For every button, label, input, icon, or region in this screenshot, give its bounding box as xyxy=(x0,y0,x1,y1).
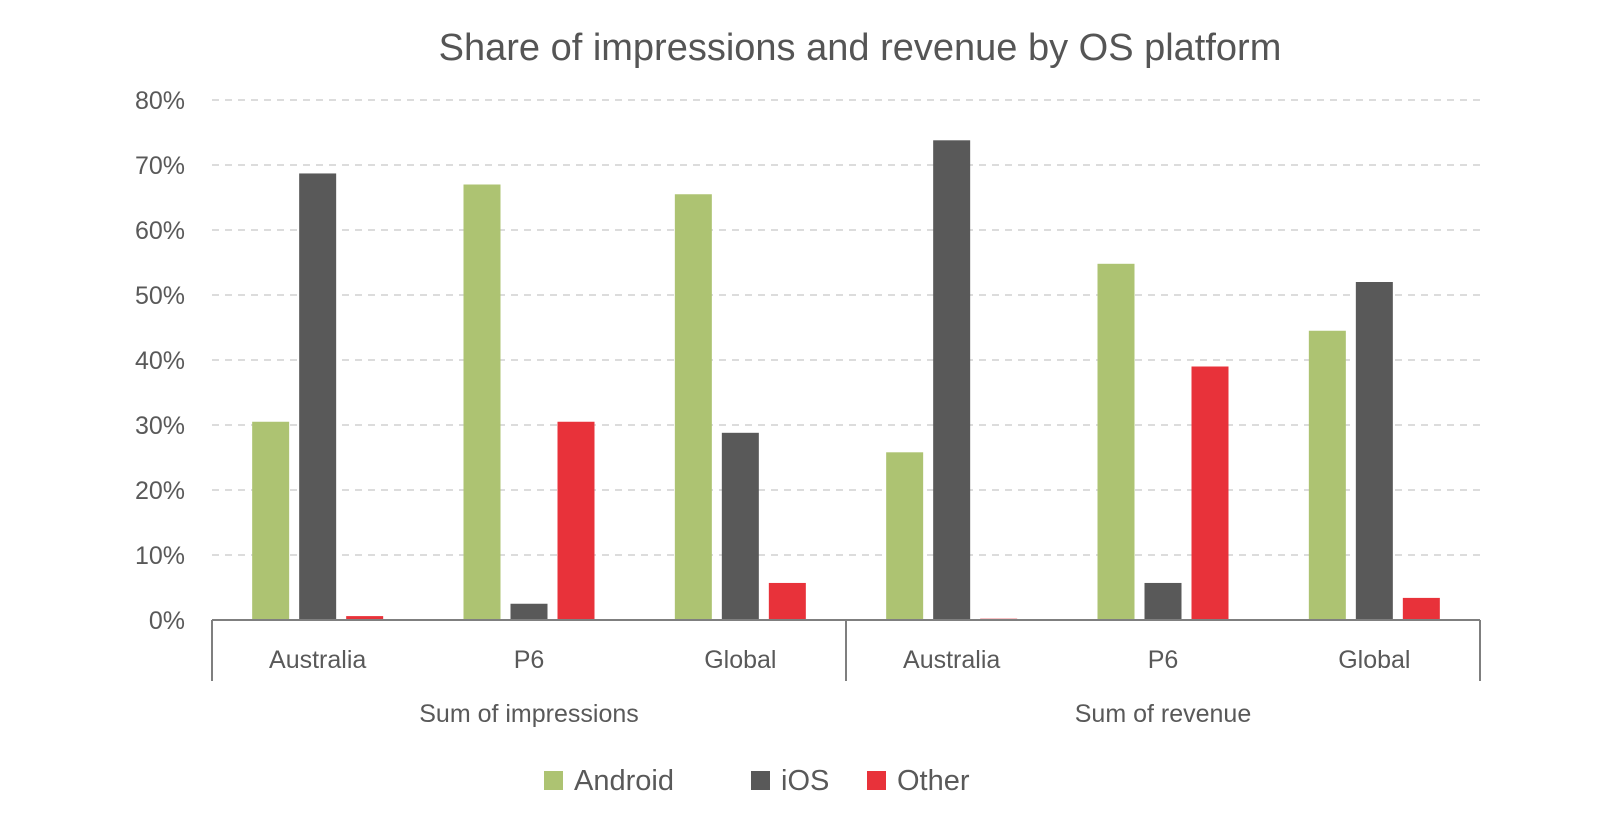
x-tick-label: Australia xyxy=(269,646,366,674)
bar-android-3 xyxy=(886,452,924,620)
legend: Android iOS Other xyxy=(544,765,970,797)
y-tick-label: 40% xyxy=(135,347,185,375)
x-tick-label: P6 xyxy=(514,646,545,674)
x-tick-label: Australia xyxy=(903,646,1000,674)
y-tick-label: 50% xyxy=(135,282,185,310)
bar-ios-0 xyxy=(299,173,337,620)
y-tick-label: 0% xyxy=(149,607,185,635)
legend-label-android: Android xyxy=(574,765,674,797)
bar-android-0 xyxy=(252,421,290,620)
bar-other-5 xyxy=(1402,597,1440,620)
y-axis-ticks: 0% 10% 20% 30% 40% 50% 60% 70% 80% xyxy=(135,87,185,635)
y-tick-label: 20% xyxy=(135,477,185,505)
chart-title: Share of impressions and revenue by OS p… xyxy=(439,27,1282,69)
bar-ios-3 xyxy=(933,140,971,621)
y-tick-label: 70% xyxy=(135,152,185,180)
x-tick-label: Global xyxy=(704,646,776,674)
y-tick-label: 80% xyxy=(135,87,185,115)
bar-ios-1 xyxy=(510,603,548,620)
bar-other-4 xyxy=(1191,366,1229,620)
bar-ios-5 xyxy=(1355,282,1393,620)
x-axis xyxy=(211,619,1481,681)
legend-label-other: Other xyxy=(897,765,970,797)
bar-android-5 xyxy=(1308,330,1346,620)
x-tick-label: P6 xyxy=(1148,646,1179,674)
x-axis-labels: Australia P6 Global Australia P6 Global Sum of… xyxy=(269,646,1410,728)
legend-swatch-other xyxy=(867,771,886,790)
bar-other-2 xyxy=(768,582,806,620)
gridlines xyxy=(212,99,1480,556)
legend-swatch-ios xyxy=(751,771,770,790)
y-tick-label: 60% xyxy=(135,217,185,245)
bar-ios-2 xyxy=(721,432,759,620)
bars xyxy=(252,140,1440,621)
bar-android-1 xyxy=(463,184,501,620)
y-tick-label: 30% xyxy=(135,412,185,440)
legend-label-ios: iOS xyxy=(781,765,829,797)
legend-swatch-android xyxy=(544,771,563,790)
bar-android-2 xyxy=(674,194,712,620)
group-label: Sum of revenue xyxy=(1075,700,1252,728)
bar-other-0 xyxy=(346,616,384,620)
bar-ios-4 xyxy=(1144,582,1182,620)
bar-android-4 xyxy=(1097,263,1135,620)
y-tick-label: 10% xyxy=(135,542,185,570)
bar-other-1 xyxy=(557,421,595,620)
group-label: Sum of impressions xyxy=(419,700,639,728)
x-tick-label: Global xyxy=(1338,646,1410,674)
